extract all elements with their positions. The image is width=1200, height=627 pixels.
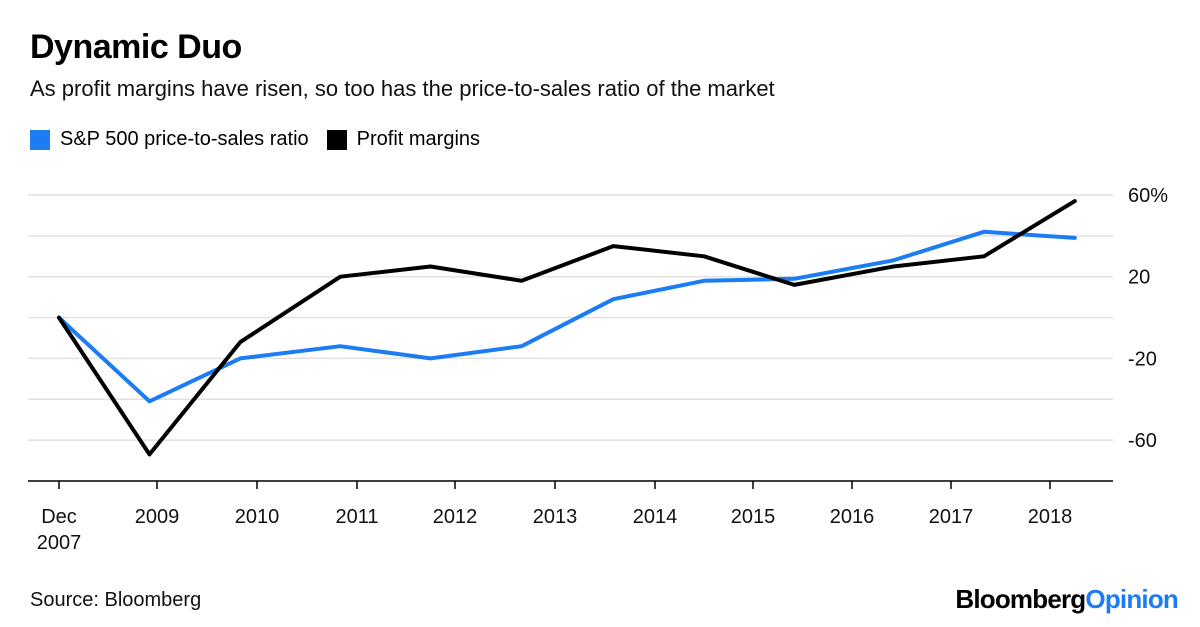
legend-swatch-margins bbox=[326, 129, 347, 150]
brand-suffix: Opinion bbox=[1085, 584, 1178, 614]
chart-title: Dynamic Duo bbox=[30, 28, 242, 66]
legend-item-margins: Profit margins bbox=[326, 128, 481, 151]
x-tick-label: 2013 bbox=[533, 506, 578, 528]
series-line-margins bbox=[57, 199, 1077, 457]
brand-logo: BloombergOpinion bbox=[955, 584, 1178, 615]
x-tick-label: 2017 bbox=[929, 506, 974, 528]
legend-label-margins: Profit margins bbox=[356, 128, 481, 150]
x-tick-label: 2011 bbox=[335, 506, 378, 528]
y-tick-label: -20 bbox=[1128, 348, 1157, 370]
chart-subtitle: As profit margins have risen, so too has… bbox=[30, 76, 775, 101]
x-tick-label: Dec 2007 bbox=[37, 506, 82, 554]
y-tick-label: 60% bbox=[1128, 185, 1168, 207]
x-tick-label: 2016 bbox=[830, 506, 875, 528]
x-tick-label: 2018 bbox=[1028, 506, 1073, 528]
x-tick-label: 2015 bbox=[731, 506, 776, 528]
series-line-ps bbox=[57, 229, 1077, 404]
x-tick-label: 2010 bbox=[235, 506, 280, 528]
x-tick-label: 2014 bbox=[633, 506, 678, 528]
y-tick-label: 20 bbox=[1128, 267, 1150, 289]
legend: S&P 500 price-to-sales ratio Profit marg… bbox=[30, 128, 498, 151]
legend-swatch-ps bbox=[30, 129, 50, 150]
brand-name: Bloomberg bbox=[955, 584, 1086, 614]
y-tick-label: -60 bbox=[1128, 430, 1157, 452]
x-tick-label: 2009 bbox=[135, 506, 180, 528]
legend-item-ps: S&P 500 price-to-sales ratio bbox=[30, 128, 309, 151]
x-tick-label: 2012 bbox=[433, 506, 478, 528]
legend-label-ps: S&P 500 price-to-sales ratio bbox=[60, 128, 309, 150]
source-note: Source: Bloomberg bbox=[30, 589, 202, 611]
